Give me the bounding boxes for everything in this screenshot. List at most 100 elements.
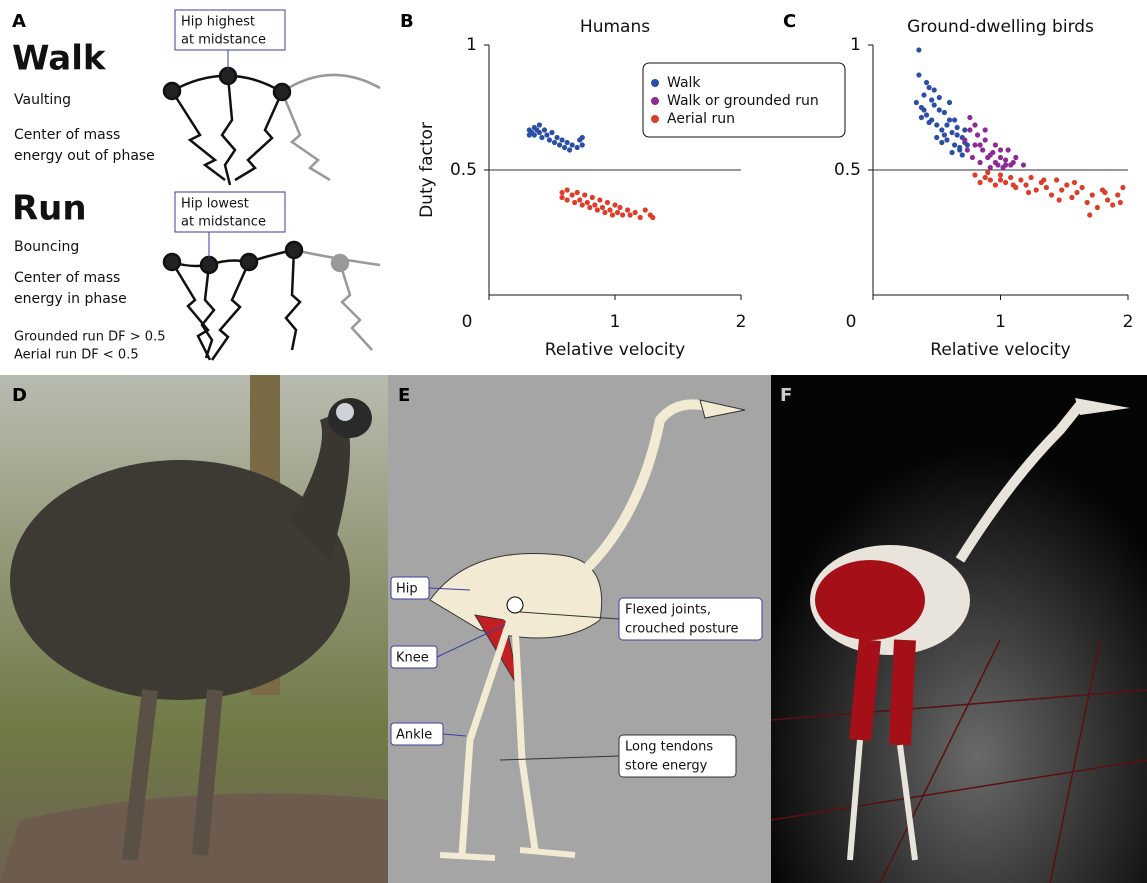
data-point xyxy=(1074,189,1080,196)
data-point xyxy=(617,204,623,211)
anatomy-label: Long tendons xyxy=(625,740,713,755)
data-point xyxy=(1056,197,1062,203)
data-point xyxy=(974,132,981,138)
x-tick-label: 1 xyxy=(610,312,621,332)
data-point xyxy=(559,189,565,196)
data-point xyxy=(941,109,948,116)
data-point xyxy=(962,137,968,143)
chart-title: Ground-dwelling birds xyxy=(907,17,1094,37)
data-point xyxy=(944,122,950,128)
data-point xyxy=(1020,162,1027,168)
legend-label: Aerial run xyxy=(667,111,735,127)
legend-marker xyxy=(651,79,659,87)
data-point xyxy=(1018,177,1024,183)
y-tick-label: 0.5 xyxy=(834,160,861,180)
callout-text: Hip highest xyxy=(181,15,255,30)
data-point xyxy=(531,132,537,138)
data-point xyxy=(957,144,963,151)
data-point xyxy=(972,172,978,178)
energy-note: Center of mass xyxy=(14,127,120,143)
data-point xyxy=(594,207,600,213)
data-point xyxy=(612,202,618,208)
data-point xyxy=(980,147,986,153)
gait-title: Walk xyxy=(12,39,107,79)
label-connector xyxy=(428,587,471,591)
data-point xyxy=(539,134,545,141)
data-point xyxy=(589,194,595,201)
data-point xyxy=(992,182,999,188)
data-point xyxy=(587,204,593,211)
data-point xyxy=(1094,204,1100,211)
data-point xyxy=(574,189,580,196)
data-point xyxy=(1010,159,1016,166)
data-point xyxy=(931,87,937,93)
data-point xyxy=(564,197,570,203)
anatomy-label: Ankle xyxy=(396,728,432,743)
data-point xyxy=(1054,177,1060,183)
x-axis-label: Relative velocity xyxy=(930,340,1070,360)
data-point xyxy=(607,207,613,213)
data-point xyxy=(572,199,578,206)
panel-label: B xyxy=(400,11,414,32)
x-tick-label: 0 xyxy=(846,312,857,332)
data-point xyxy=(1033,187,1039,193)
data-point xyxy=(1089,192,1095,198)
data-point xyxy=(1117,199,1123,206)
energy-note: energy in phase xyxy=(14,291,127,307)
data-point xyxy=(1115,192,1121,198)
data-point xyxy=(949,129,955,136)
data-point xyxy=(559,194,565,201)
data-point xyxy=(642,207,648,213)
data-point xyxy=(1003,179,1009,186)
data-point xyxy=(934,134,940,141)
data-point xyxy=(952,142,958,148)
label-connector xyxy=(519,611,620,620)
data-point xyxy=(967,114,973,121)
data-point xyxy=(1110,202,1116,208)
x-tick-label: 2 xyxy=(736,312,747,332)
data-point xyxy=(551,139,558,146)
data-point xyxy=(625,207,631,213)
data-point xyxy=(1105,197,1111,203)
data-point xyxy=(1084,199,1090,206)
gait-type: Vaulting xyxy=(14,92,71,108)
anatomy-label: Knee xyxy=(396,651,429,666)
data-point xyxy=(582,192,588,198)
data-point xyxy=(977,142,983,148)
y-tick-label: 1 xyxy=(850,35,861,55)
data-point xyxy=(567,147,573,153)
data-point xyxy=(627,212,633,218)
data-point xyxy=(941,132,948,138)
data-point xyxy=(1023,182,1029,188)
data-point xyxy=(1048,192,1055,198)
data-point xyxy=(579,134,585,141)
data-point xyxy=(939,139,945,146)
data-point xyxy=(559,137,565,143)
data-point xyxy=(1013,154,1019,161)
data-point xyxy=(536,122,543,128)
data-point xyxy=(926,119,932,126)
musculoskeletal-render xyxy=(770,375,1147,883)
data-point xyxy=(1120,184,1126,191)
data-point xyxy=(632,209,638,216)
x-tick-label: 0 xyxy=(462,312,473,332)
anatomy-label: crouched posture xyxy=(625,622,739,637)
data-point xyxy=(549,129,555,136)
data-point xyxy=(967,127,973,133)
data-point xyxy=(546,137,553,143)
data-point xyxy=(650,214,656,221)
data-point xyxy=(1041,177,1047,183)
data-point xyxy=(972,142,978,148)
data-point xyxy=(921,107,927,113)
data-point xyxy=(1005,147,1011,153)
data-point xyxy=(987,177,993,183)
data-point xyxy=(913,99,919,106)
gait-title: Run xyxy=(12,189,87,229)
data-point xyxy=(997,172,1004,178)
data-point xyxy=(564,139,570,146)
panel-label: E xyxy=(398,385,410,406)
x-axis-label: Relative velocity xyxy=(545,340,685,360)
data-point xyxy=(997,154,1004,161)
data-point xyxy=(982,137,988,143)
